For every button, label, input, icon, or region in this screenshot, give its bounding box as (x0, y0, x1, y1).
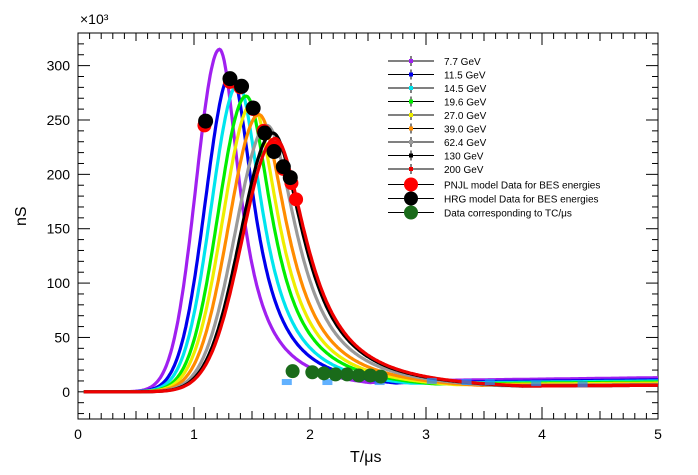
y-tick-label: 250 (47, 112, 71, 128)
tc-point (285, 364, 300, 379)
x-tick-label: 4 (538, 426, 546, 442)
tc-point (328, 367, 343, 382)
legend-label: 11.5 GeV (444, 71, 486, 82)
legend-swatch (409, 59, 413, 63)
legend-label: 62.4 GeV (444, 138, 487, 149)
hrg-point (266, 144, 282, 160)
ticks (77, 32, 659, 419)
legend-label: 39.0 GeV (444, 125, 487, 136)
legend-label: Data corresponding to TC/μs (444, 209, 572, 220)
tc-point (363, 368, 378, 383)
tc-point (351, 368, 366, 383)
series-line (83, 82, 659, 394)
legend-label: 130 GeV (444, 152, 484, 163)
series-line (83, 102, 658, 394)
legend: 7.7 GeV 11.5 GeV 14.5 GeV 19.6 GeV 27.0 GeV 3… (388, 56, 600, 220)
hrg-point (198, 113, 214, 129)
legend-swatch (409, 153, 413, 158)
series-line (83, 136, 658, 394)
legend-marker (404, 177, 418, 192)
x-axis-title: T/μs (350, 449, 381, 466)
hrg-point (257, 125, 273, 141)
legend-swatch (409, 126, 413, 131)
x-tick-label: 5 (654, 426, 662, 442)
y-tick-label: 300 (47, 58, 71, 74)
x-tick-label: 3 (422, 426, 430, 442)
markers (197, 71, 588, 388)
y-tick-label: 0 (62, 384, 70, 400)
y-tick-label: 150 (47, 221, 71, 237)
legend-label: PNJL model Data for BES energies (444, 181, 600, 192)
y-tick-label: 100 (47, 275, 71, 291)
tc-point (316, 366, 331, 381)
legend-marker (404, 205, 418, 220)
legend-marker (404, 191, 418, 206)
hrg-point (245, 100, 261, 116)
error-marker (484, 379, 495, 386)
hrg-point (234, 78, 250, 94)
error-marker (461, 379, 472, 386)
legend-label: 7.7 GeV (444, 57, 481, 68)
y-tick-label: 200 (47, 166, 71, 182)
error-marker (322, 379, 333, 386)
legend-label: HRG model Data for BES energies (444, 195, 599, 206)
error-marker (577, 381, 588, 388)
legend-swatch (409, 86, 413, 90)
legend-label: 200 GeV (444, 165, 484, 176)
legend-swatch (409, 140, 413, 144)
x-tick-label: 2 (306, 426, 314, 442)
series-line (83, 94, 658, 394)
legend-label: 14.5 GeV (444, 84, 487, 95)
legend-label: 27.0 GeV (444, 111, 487, 122)
legend-swatch (409, 99, 413, 104)
hrg-point (282, 170, 298, 186)
curves (83, 47, 659, 394)
error-marker (531, 380, 542, 387)
series-line (83, 47, 658, 394)
legend-label: 19.6 GeV (444, 98, 487, 109)
tc-point (373, 369, 388, 384)
y-tick-label: 50 (54, 329, 70, 345)
tc-point (340, 367, 355, 382)
hrg-point (275, 159, 291, 175)
hrg-point (222, 71, 238, 87)
x-tick-label: 1 (190, 426, 198, 442)
legend-swatch (409, 167, 413, 171)
error-marker (426, 377, 437, 384)
legend-swatch (409, 72, 413, 77)
legend-swatch (409, 113, 413, 117)
y-multiplier: ×10³ (80, 11, 109, 27)
pnjl-point (289, 192, 304, 207)
y-axis-title: nS (13, 206, 30, 226)
x-tick-label: 0 (74, 426, 82, 442)
series-line (83, 71, 658, 394)
tc-point (305, 365, 320, 380)
error-marker (281, 379, 292, 386)
